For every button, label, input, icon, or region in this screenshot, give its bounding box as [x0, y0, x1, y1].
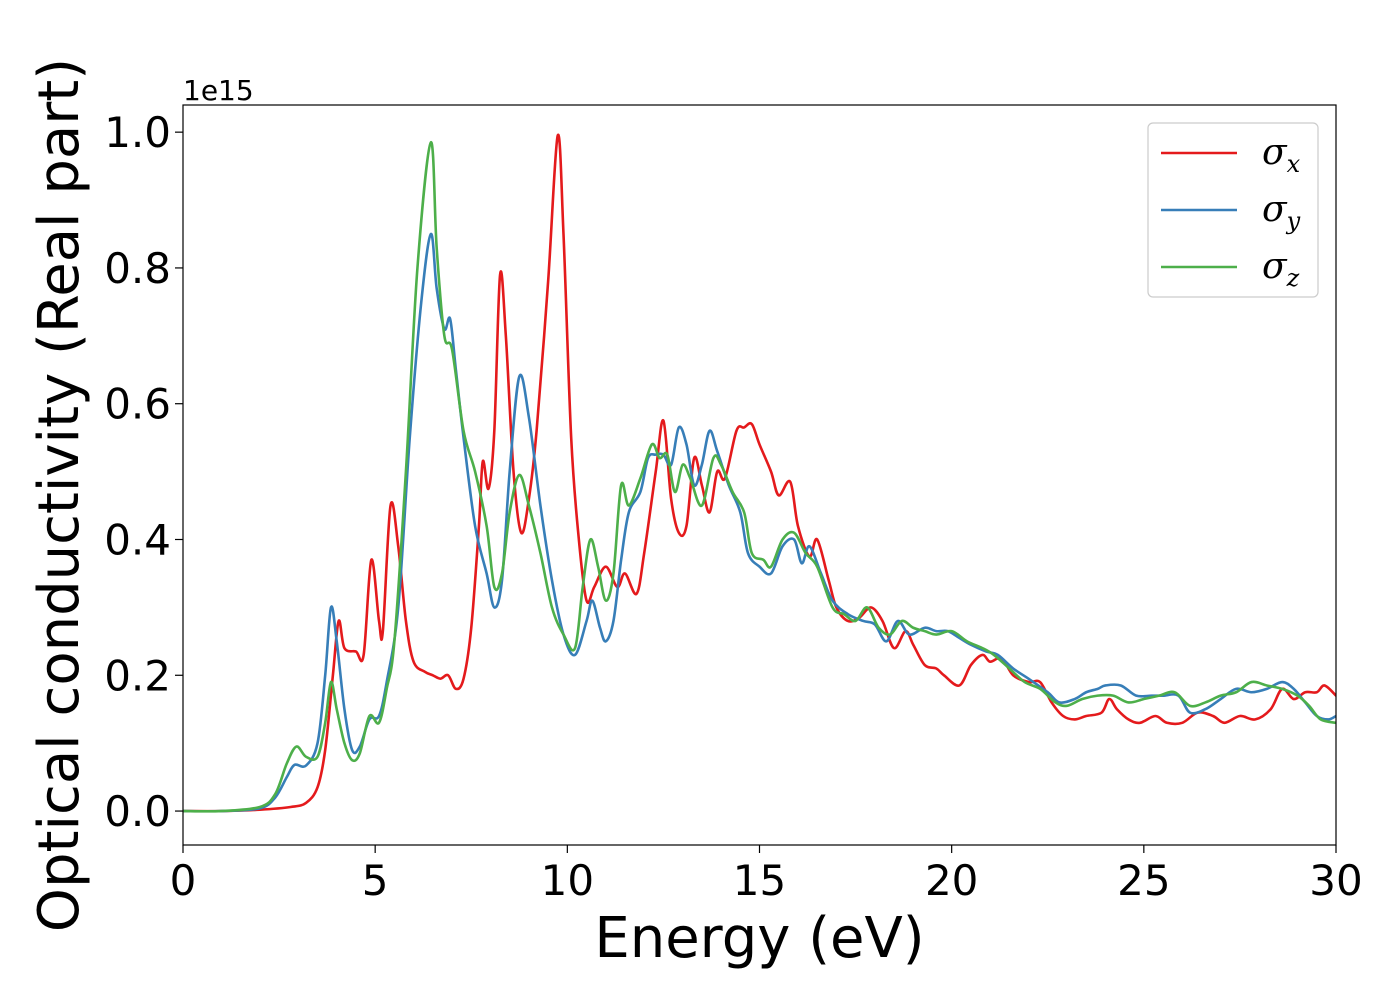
legend-subscript: x	[1287, 150, 1301, 178]
x-axis: 0 5 10 15 20 25 30	[170, 845, 1363, 905]
y-tick-label: 0.0	[104, 787, 171, 836]
y-tick-label: 0.6	[104, 380, 171, 429]
x-tick-label: 20	[925, 856, 978, 905]
legend-subscript: z	[1286, 264, 1300, 292]
x-tick-label: 15	[733, 856, 786, 905]
series-layer	[183, 133, 1336, 813]
y-axis: 0.0 0.2 0.4 0.6 0.8 1.0	[104, 108, 183, 836]
y-axis-label: Optical conductivity (Real part)	[27, 58, 92, 932]
x-tick-label: 5	[362, 856, 389, 905]
y-tick-label: 0.4	[104, 515, 171, 564]
series-line-y	[183, 232, 1336, 813]
x-axis-label: Energy (eV)	[594, 906, 924, 971]
y-offset-label: 1e15	[183, 74, 254, 107]
x-tick-label: 30	[1309, 856, 1362, 905]
series-line-x	[183, 133, 1336, 813]
x-tick-label: 0	[170, 856, 197, 905]
y-tick-label: 0.2	[104, 651, 171, 700]
series-line-z	[183, 141, 1336, 813]
x-tick-label: 10	[541, 856, 594, 905]
y-tick-label: 1.0	[104, 108, 171, 157]
y-tick-label: 0.8	[104, 244, 171, 293]
legend-subscript: y	[1286, 207, 1301, 235]
x-tick-label: 25	[1117, 856, 1170, 905]
